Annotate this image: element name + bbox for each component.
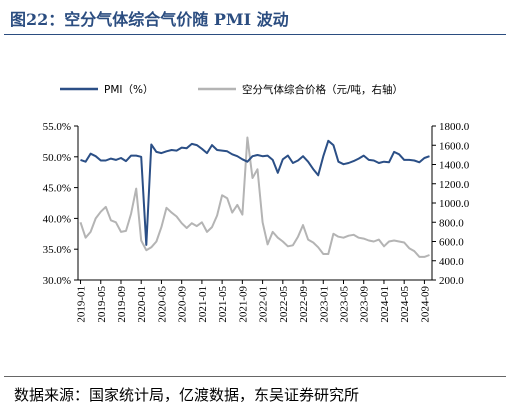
- x-tick-label: 2022-09: [298, 286, 310, 323]
- y-right-tick-label: 1400.0: [439, 160, 470, 172]
- x-tick-label: 2019-05: [96, 286, 108, 323]
- y-right-tick-label: 1200.0: [439, 179, 470, 191]
- y-right-tick-label: 1800.0: [439, 121, 470, 133]
- x-tick-label: 2020-01: [136, 286, 148, 323]
- x-tick-label: 2022-01: [258, 286, 270, 323]
- x-tick-label: 2021-05: [217, 286, 229, 323]
- x-tick-label: 2024-01: [379, 286, 391, 323]
- axes: 30.0% 35.0% 40.0% 45.0% 50.0% 55.0% 200.0 400.0…: [43, 121, 470, 323]
- y-left-tick-label: 55.0%: [43, 121, 71, 133]
- x-tick-label: 2022-05: [278, 286, 290, 323]
- y-right-tick-label: 200.0: [439, 275, 464, 287]
- x-tick-label: 2024-05: [399, 286, 411, 323]
- x-tick-label: 2019-01: [76, 286, 88, 323]
- y-right-tick-label: 1600.0: [439, 140, 470, 152]
- x-tick-label: 2021-01: [197, 286, 209, 323]
- x-tick-label: 2024-09: [419, 286, 431, 323]
- y-left-tick-label: 50.0%: [43, 152, 71, 164]
- x-tick-label: 2023-09: [359, 286, 371, 323]
- dual-axis-line-chart: PMI（%） 空分气体综合价格（元/吨，右轴） 30.0% 35.0% 40.0% 4…: [43, 83, 470, 323]
- footer-divider: [4, 376, 506, 377]
- x-tick-label: 2020-09: [177, 286, 189, 323]
- y-left-tick-label: 35.0%: [43, 244, 71, 256]
- x-tick-label: 2019-09: [116, 286, 128, 323]
- y-right-tick-label: 600.0: [439, 237, 464, 249]
- series-price: [79, 136, 430, 258]
- y-right-tick-label: 800.0: [439, 217, 464, 229]
- legend-pmi-label: PMI（%）: [104, 84, 153, 96]
- x-tick-label: 2020-05: [156, 286, 168, 323]
- x-tick-label: 2023-05: [339, 286, 351, 323]
- y-right-tick-label: 400.0: [439, 256, 464, 268]
- y-left-tick-label: 30.0%: [43, 275, 71, 287]
- y-right-tick-label: 1000.0: [439, 198, 470, 210]
- figure-title: 图22：空分气体综合气价随 PMI 波动: [10, 10, 289, 29]
- x-tick-label: 2023-01: [318, 286, 330, 323]
- x-tick-label: 2021-09: [237, 286, 249, 323]
- title-divider: [4, 34, 506, 35]
- price-line: [79, 136, 430, 258]
- y-left-tick-label: 40.0%: [43, 213, 71, 225]
- data-source-note: 数据来源：国家统计局，亿渡数据，东吴证券研究所: [14, 386, 360, 404]
- legend-price-label: 空分气体综合价格（元/吨，右轴）: [242, 83, 403, 96]
- y-left-tick-label: 45.0%: [43, 183, 71, 195]
- legend: PMI（%） 空分气体综合价格（元/吨，右轴）: [60, 83, 403, 96]
- pmi-line: [80, 139, 430, 246]
- series-pmi: [80, 139, 430, 246]
